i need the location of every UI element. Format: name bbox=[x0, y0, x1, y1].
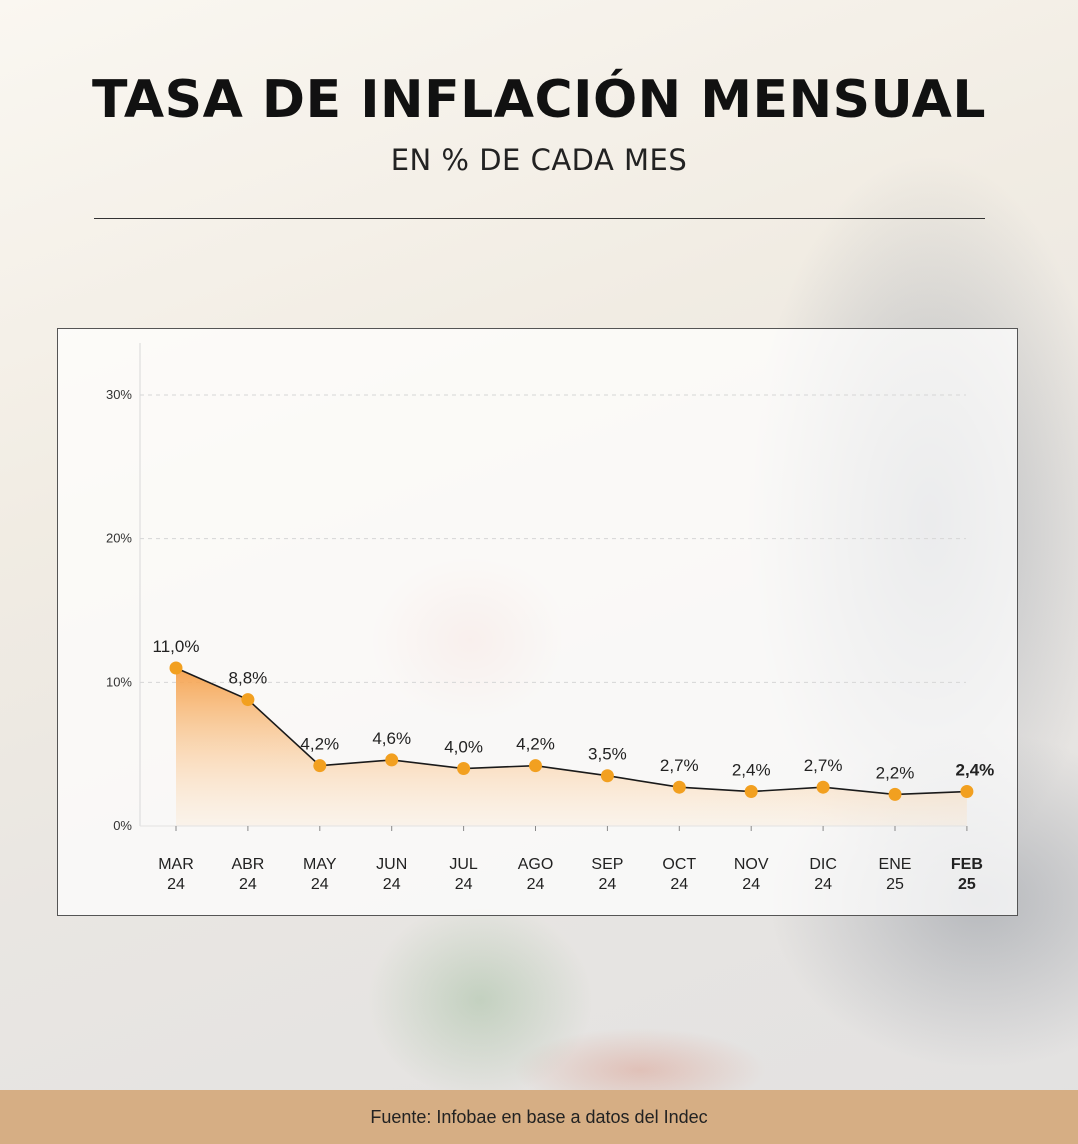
data-point bbox=[529, 759, 542, 773]
page-subtitle: EN % DE CADA MES bbox=[390, 143, 688, 177]
data-point bbox=[960, 785, 974, 799]
x-tick-label-year: 24 bbox=[311, 876, 329, 893]
y-tick-label: 20% bbox=[106, 531, 132, 546]
x-tick-label-year: 24 bbox=[455, 876, 473, 893]
x-tick-label-month: MAY bbox=[303, 856, 337, 873]
title-divider bbox=[94, 218, 985, 219]
data-label: 4,0% bbox=[444, 738, 483, 757]
x-tick-label-year: 24 bbox=[527, 876, 545, 893]
data-point bbox=[888, 787, 902, 801]
y-tick-label: 30% bbox=[106, 387, 132, 402]
data-point bbox=[385, 753, 399, 767]
data-label: 2,4% bbox=[956, 761, 995, 780]
y-tick-label: 0% bbox=[113, 818, 132, 833]
data-point bbox=[457, 762, 471, 776]
page-title: TASA DE INFLACIÓN MENSUAL bbox=[91, 70, 987, 130]
x-tick-label-month: ENE bbox=[879, 856, 912, 873]
x-tick-label-year: 24 bbox=[670, 876, 688, 893]
data-point bbox=[313, 759, 327, 773]
x-tick-label-year: 25 bbox=[886, 876, 904, 893]
x-tick-label-year: 24 bbox=[383, 876, 401, 893]
data-label: 3,5% bbox=[588, 745, 627, 764]
x-tick-label-year: 25 bbox=[958, 876, 976, 893]
x-tick-label-month: SEP bbox=[591, 856, 623, 873]
x-tick-label-year: 24 bbox=[167, 876, 185, 893]
data-label: 2,2% bbox=[876, 763, 915, 782]
data-label: 8,8% bbox=[229, 669, 268, 688]
x-tick-label-year: 24 bbox=[599, 876, 617, 893]
inflation-chart: 11,0% 8,8% 4,2% 4,6% 4,0% 4,2% 3,5% 2,7% 2,4% 2,7… bbox=[106, 343, 995, 893]
data-label: 2,4% bbox=[732, 761, 771, 780]
source-text: Fuente: Infobae en base a datos del Inde… bbox=[370, 1106, 708, 1127]
y-tick-label: 10% bbox=[106, 674, 132, 689]
x-tick-label-month: AGO bbox=[518, 856, 554, 873]
data-point bbox=[241, 693, 255, 707]
data-label: 2,7% bbox=[804, 756, 843, 775]
data-point bbox=[600, 769, 614, 783]
series-line bbox=[175, 667, 967, 796]
data-label: 2,7% bbox=[660, 756, 699, 775]
data-point bbox=[816, 780, 830, 794]
x-tick-label-month: JUL bbox=[449, 856, 478, 873]
data-label: 4,2% bbox=[516, 735, 555, 754]
x-tick-label-month: JUN bbox=[376, 856, 407, 873]
chart-panel: 11,0% 8,8% 4,2% 4,6% 4,0% 4,2% 3,5% 2,7% 2,4% 2,7… bbox=[57, 328, 1018, 916]
data-point bbox=[744, 785, 758, 799]
x-tick-label-year: 24 bbox=[239, 876, 257, 893]
x-tick-label-month: NOV bbox=[734, 856, 769, 873]
x-tick-label-month: DIC bbox=[809, 856, 837, 873]
x-tick-label-month: ABR bbox=[231, 856, 264, 873]
data-point bbox=[672, 780, 686, 794]
x-tick-label-month: MAR bbox=[158, 856, 194, 873]
x-tick-label-month: FEB bbox=[951, 856, 983, 873]
data-label: 4,2% bbox=[300, 735, 339, 754]
x-tick-label-year: 24 bbox=[742, 876, 760, 893]
data-label: 11,0% bbox=[153, 637, 200, 656]
area-fill bbox=[176, 667, 967, 826]
data-point bbox=[169, 661, 183, 675]
x-tick-label-year: 24 bbox=[814, 876, 832, 893]
source-footer: Fuente: Infobae en base a datos del Inde… bbox=[0, 1090, 1078, 1144]
x-tick-label-month: OCT bbox=[662, 856, 696, 873]
data-label: 4,6% bbox=[372, 729, 411, 748]
